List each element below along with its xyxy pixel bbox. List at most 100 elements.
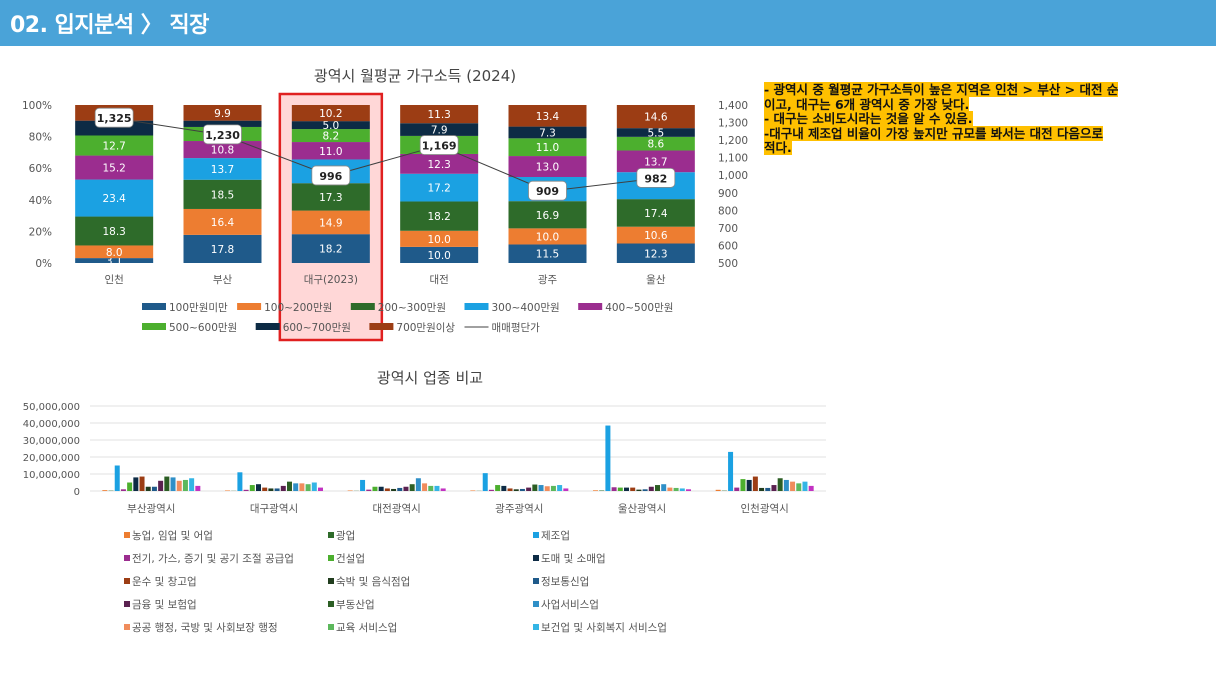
segment-label: 15.2 [102, 163, 125, 175]
legend-swatch [328, 624, 334, 630]
industry-bar [249, 485, 255, 491]
x-tick-label: 인천광역시 [741, 503, 789, 515]
segment-label: 9.9 [214, 108, 231, 120]
stack-segment [183, 179, 262, 209]
industry-bar [673, 487, 679, 491]
stack-segment [183, 158, 262, 180]
stack-segment [183, 105, 262, 121]
legend-label: 운수 및 창고업 [132, 575, 197, 588]
industry-bar [318, 487, 323, 491]
segment-label: 18.3 [102, 226, 125, 238]
stack-segment [291, 121, 370, 130]
industry-bar [495, 485, 501, 491]
price-label: 909 [536, 185, 559, 198]
segment-label: 3.1 [106, 256, 123, 268]
industry-bar [225, 490, 230, 491]
legend-label: 300~400만원 [492, 302, 560, 314]
stack-segment [508, 156, 587, 177]
segment-label: 8.0 [106, 247, 123, 259]
legend-label: 제조업 [541, 529, 570, 542]
industry-bar [636, 489, 642, 491]
legend-swatch [533, 555, 539, 561]
industry-bar [145, 486, 151, 491]
legend-label: 사업서비스업 [541, 598, 599, 611]
industry-bar [120, 489, 126, 491]
industry-bar [102, 490, 108, 491]
industry-bar [243, 489, 249, 491]
industry-bar [378, 486, 384, 491]
industry-bar [189, 478, 195, 491]
stack-segment [75, 120, 154, 136]
industry-bar [274, 488, 280, 491]
stack-segment [616, 150, 695, 173]
y2-tick-label: 800 [718, 205, 738, 217]
y-tick-label: 100% [22, 100, 52, 112]
note-line: -대구내 제조업 비율이 가장 높지만 규모를 봐서는 대전 다음으로 [764, 125, 1104, 141]
stack-segment [75, 155, 154, 180]
industry-bar [305, 484, 311, 491]
y2-tick-label: 600 [718, 240, 738, 252]
industry-bar [268, 488, 274, 491]
industry-bar [790, 481, 796, 491]
y2-tick-label: 700 [718, 223, 738, 235]
legend-swatch [578, 303, 603, 310]
y-tick-label: 80% [29, 132, 52, 144]
y-tick-label: 10,000,000 [23, 470, 80, 481]
industry-bar [783, 479, 789, 491]
segment-label: 12.7 [102, 141, 125, 153]
stack-segment [291, 210, 370, 235]
legend-swatch [328, 555, 334, 561]
industry-bar [237, 472, 243, 491]
stack-segment [75, 216, 154, 246]
chart-title: 광역시 월평균 가구소득 (2024) [314, 67, 516, 85]
industry-bar [299, 483, 305, 491]
stack-segment [616, 226, 695, 244]
stack-segment [400, 230, 479, 247]
legend-label: 600~700만원 [283, 322, 351, 334]
stack-segment [400, 105, 479, 124]
segment-label: 10.8 [211, 145, 234, 157]
segment-label: 14.9 [319, 217, 342, 229]
segment-label: 10.0 [536, 231, 559, 243]
segment-label: 14.6 [644, 112, 668, 124]
segment-label: 11.5 [536, 249, 559, 261]
industry-bar [734, 487, 740, 491]
industry-bar [686, 489, 691, 491]
segment-label: 8.2 [322, 131, 339, 143]
stack-segment [291, 129, 370, 143]
stack-segment [616, 136, 695, 151]
y2-tick-label: 1,200 [718, 135, 748, 147]
legend-label: 광업 [336, 529, 355, 542]
price-label-box [636, 167, 676, 188]
industry-bar [519, 488, 525, 491]
legend-swatch [124, 601, 130, 607]
segment-label: 8.6 [647, 139, 664, 151]
industry-bar [611, 487, 617, 491]
stack-segment [400, 153, 479, 174]
segment-label: 13.4 [536, 111, 560, 123]
industry-bar [648, 486, 654, 491]
industry-bar [642, 489, 648, 491]
y2-tick-label: 1,400 [718, 100, 748, 112]
income-stacked-chart: 광역시 월평균 가구소득 (2024) 0% 20% 40% 60% 80% 100% 500… [22, 67, 748, 342]
industry-bar [661, 484, 667, 491]
segment-label: 16.4 [211, 217, 235, 229]
industry-bar [158, 480, 164, 491]
y2-tick-label: 500 [718, 258, 738, 270]
stack-segment [291, 105, 370, 122]
legend-label: 농업, 임업 및 어업 [132, 529, 213, 542]
industry-bar [256, 484, 261, 491]
industry-bar [409, 484, 415, 491]
legend-swatch [124, 532, 130, 538]
segment-label: 18.5 [211, 189, 234, 201]
y-tick-label: 20% [29, 226, 52, 238]
industry-bar [557, 485, 563, 491]
legend-swatch [237, 303, 262, 310]
industry-bar [311, 482, 317, 491]
stack-segment [400, 123, 479, 136]
y-tick-label: 60% [29, 163, 52, 175]
industry-bar [796, 483, 802, 491]
x-tick-label: 울산 [646, 274, 666, 286]
segment-label: 17.3 [319, 192, 342, 204]
stack-segment [75, 179, 154, 217]
